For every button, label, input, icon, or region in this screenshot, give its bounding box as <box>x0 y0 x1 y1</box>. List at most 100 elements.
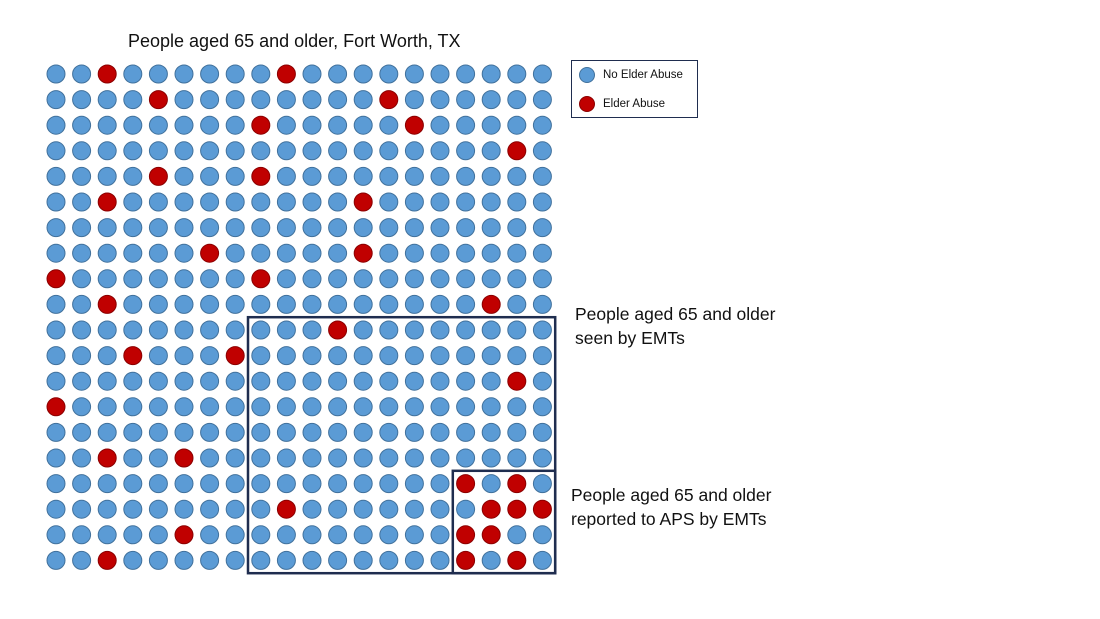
elder-abuse-dot <box>353 243 373 263</box>
no-elder-abuse-dot <box>46 218 66 238</box>
no-elder-abuse-dot <box>353 346 373 366</box>
label-reported-to-aps: People aged 65 and older reported to APS… <box>571 483 771 531</box>
no-elder-abuse-dot <box>72 166 92 186</box>
no-elder-abuse-dot <box>174 141 194 161</box>
no-elder-abuse-dot <box>404 166 424 186</box>
no-elder-abuse-dot <box>507 320 527 340</box>
no-elder-abuse-dot <box>404 192 424 212</box>
no-elder-abuse-dot <box>46 294 66 314</box>
no-elder-abuse-dot <box>148 371 168 391</box>
no-elder-abuse-dot <box>379 115 399 135</box>
no-elder-abuse-dot <box>302 448 322 468</box>
no-elder-abuse-dot <box>200 474 220 494</box>
no-elder-abuse-dot <box>174 371 194 391</box>
no-elder-abuse-dot <box>148 320 168 340</box>
no-elder-abuse-dot <box>251 346 271 366</box>
no-elder-abuse-dot <box>46 371 66 391</box>
no-elder-abuse-dot <box>174 90 194 110</box>
no-elder-abuse-dot <box>225 397 245 417</box>
no-elder-abuse-dot <box>430 141 450 161</box>
no-elder-abuse-dot <box>200 166 220 186</box>
no-elder-abuse-dot <box>123 320 143 340</box>
no-elder-abuse-dot <box>72 64 92 84</box>
no-elder-abuse-dot <box>353 141 373 161</box>
no-elder-abuse-dot <box>379 422 399 442</box>
no-elder-abuse-dot <box>46 90 66 110</box>
no-elder-abuse-dot <box>123 166 143 186</box>
no-elder-abuse-dot <box>97 218 117 238</box>
no-elder-abuse-dot <box>481 474 501 494</box>
no-elder-abuse-dot <box>123 397 143 417</box>
no-elder-abuse-dot <box>353 115 373 135</box>
no-elder-abuse-dot <box>72 499 92 519</box>
no-elder-abuse-dot <box>302 550 322 570</box>
no-elder-abuse-dot <box>456 166 476 186</box>
no-elder-abuse-dot <box>404 269 424 289</box>
no-elder-abuse-dot <box>328 448 348 468</box>
no-elder-abuse-dot <box>46 320 66 340</box>
no-elder-abuse-dot <box>328 371 348 391</box>
no-elder-abuse-dot <box>302 525 322 545</box>
no-elder-abuse-dot <box>225 141 245 161</box>
no-elder-abuse-dot <box>430 90 450 110</box>
no-elder-abuse-dot <box>328 218 348 238</box>
no-elder-abuse-dot <box>276 422 296 442</box>
elder-abuse-dot <box>276 64 296 84</box>
no-elder-abuse-dot <box>251 141 271 161</box>
box-seen-by-emts <box>246 315 557 575</box>
no-elder-abuse-dot <box>328 269 348 289</box>
no-elder-abuse-dot <box>404 371 424 391</box>
elder-abuse-dot <box>46 269 66 289</box>
no-elder-abuse-dot <box>200 550 220 570</box>
no-elder-abuse-dot <box>328 166 348 186</box>
no-elder-abuse-dot <box>456 243 476 263</box>
no-elder-abuse-dot <box>174 64 194 84</box>
no-elder-abuse-dot <box>532 192 552 212</box>
no-elder-abuse-dot <box>328 64 348 84</box>
no-elder-abuse-dot <box>276 90 296 110</box>
no-elder-abuse-dot <box>174 422 194 442</box>
no-elder-abuse-dot <box>174 243 194 263</box>
no-elder-abuse-dot <box>97 499 117 519</box>
elder-abuse-dot <box>97 294 117 314</box>
no-elder-abuse-dot <box>200 499 220 519</box>
no-elder-abuse-dot <box>456 90 476 110</box>
no-elder-abuse-dot <box>353 269 373 289</box>
no-elder-abuse-dot <box>456 422 476 442</box>
no-elder-abuse-dot <box>532 166 552 186</box>
elder-abuse-dot <box>97 550 117 570</box>
elder-abuse-dot <box>276 499 296 519</box>
no-elder-abuse-dot <box>148 525 168 545</box>
no-elder-abuse-dot <box>507 422 527 442</box>
no-elder-abuse-dot <box>328 141 348 161</box>
no-elder-abuse-dot <box>379 550 399 570</box>
no-elder-abuse-dot <box>174 320 194 340</box>
no-elder-abuse-dot <box>225 320 245 340</box>
no-elder-abuse-dot <box>72 294 92 314</box>
no-elder-abuse-dot <box>328 192 348 212</box>
no-elder-abuse-dot <box>353 320 373 340</box>
no-elder-abuse-dot <box>200 448 220 468</box>
no-elder-abuse-dot <box>404 294 424 314</box>
no-elder-abuse-dot <box>353 499 373 519</box>
no-elder-abuse-dot <box>251 243 271 263</box>
no-elder-abuse-dot <box>123 422 143 442</box>
no-elder-abuse-dot <box>46 499 66 519</box>
no-elder-abuse-dot <box>148 448 168 468</box>
no-elder-abuse-dot <box>532 371 552 391</box>
no-elder-abuse-dot <box>148 550 168 570</box>
no-elder-abuse-dot <box>200 294 220 314</box>
no-elder-abuse-dot <box>148 64 168 84</box>
no-elder-abuse-dot <box>532 346 552 366</box>
no-elder-abuse-dot <box>353 371 373 391</box>
no-elder-abuse-dot <box>302 115 322 135</box>
no-elder-abuse-dot <box>379 448 399 468</box>
no-elder-abuse-dot <box>276 192 296 212</box>
no-elder-abuse-dot <box>276 115 296 135</box>
no-elder-abuse-dot <box>532 397 552 417</box>
no-elder-abuse-dot <box>481 90 501 110</box>
no-elder-abuse-dot <box>481 64 501 84</box>
no-elder-abuse-dot <box>200 346 220 366</box>
no-elder-abuse-dot <box>251 371 271 391</box>
